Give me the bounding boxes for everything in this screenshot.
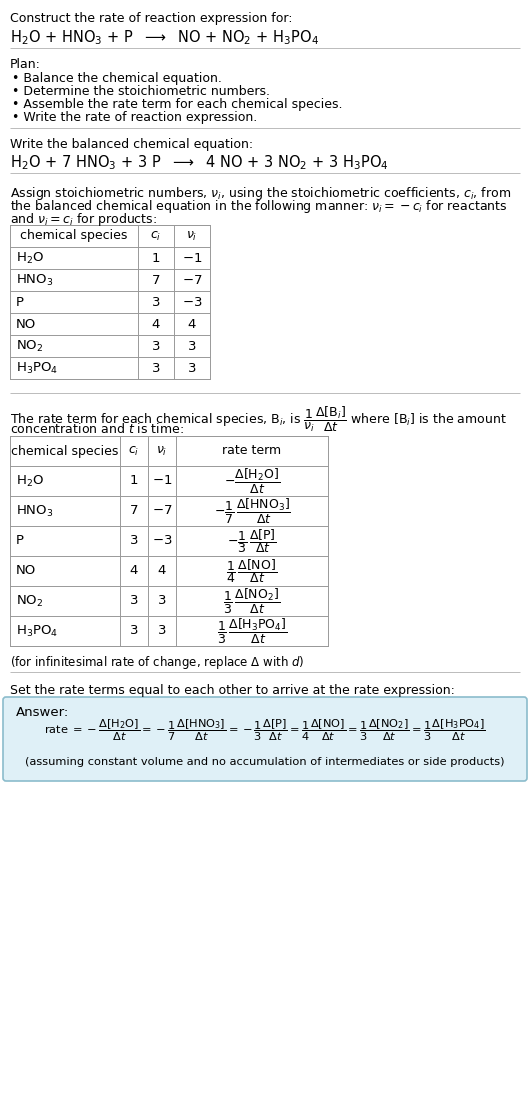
Text: $-7$: $-7$ [182,274,202,287]
Text: chemical species: chemical species [20,229,128,242]
Text: NO$_2$: NO$_2$ [16,338,43,354]
Text: $\dfrac{1}{3}\,\dfrac{\Delta[\mathrm{H_3PO_4}]}{\Delta t}$: $\dfrac{1}{3}\,\dfrac{\Delta[\mathrm{H_3… [217,616,287,645]
Text: 7: 7 [130,505,138,517]
Text: Set the rate terms equal to each other to arrive at the rate expression:: Set the rate terms equal to each other t… [10,684,455,697]
Text: $-\dfrac{1}{3}\,\dfrac{\Delta[\mathrm{P}]}{\Delta t}$: $-\dfrac{1}{3}\,\dfrac{\Delta[\mathrm{P}… [227,527,277,555]
Text: the balanced chemical equation in the following manner: $\nu_i = -c_i$ for react: the balanced chemical equation in the fo… [10,198,508,215]
Text: NO: NO [16,318,36,330]
Text: • Balance the chemical equation.: • Balance the chemical equation. [12,72,222,85]
Text: $-\dfrac{\Delta[\mathrm{H_2O}]}{\Delta t}$: $-\dfrac{\Delta[\mathrm{H_2O}]}{\Delta t… [224,467,280,496]
Text: 4: 4 [130,565,138,577]
Text: $c_i$: $c_i$ [151,229,162,242]
Text: P: P [16,535,24,547]
Text: and $\nu_i = c_i$ for products:: and $\nu_i = c_i$ for products: [10,211,157,228]
Text: 1: 1 [152,251,160,265]
Text: 3: 3 [158,595,166,607]
Text: • Write the rate of reaction expression.: • Write the rate of reaction expression. [12,111,257,125]
Text: H$_2$O: H$_2$O [16,474,44,488]
Text: 4: 4 [188,318,196,330]
Text: 4: 4 [152,318,160,330]
Text: 3: 3 [130,625,138,637]
Text: Plan:: Plan: [10,58,41,71]
Text: 3: 3 [158,625,166,637]
Text: rate term: rate term [223,445,281,457]
Text: NO$_2$: NO$_2$ [16,594,43,608]
Text: • Assemble the rate term for each chemical species.: • Assemble the rate term for each chemic… [12,98,342,111]
Text: Write the balanced chemical equation:: Write the balanced chemical equation: [10,138,253,151]
Text: 7: 7 [152,274,160,287]
Text: (assuming constant volume and no accumulation of intermediates or side products): (assuming constant volume and no accumul… [25,757,505,767]
Text: 3: 3 [188,361,196,375]
Text: 3: 3 [188,339,196,353]
Text: (for infinitesimal rate of change, replace Δ with $d$): (for infinitesimal rate of change, repla… [10,654,304,671]
Text: 3: 3 [152,339,160,353]
Text: 1: 1 [130,475,138,487]
Text: The rate term for each chemical species, B$_i$, is $\dfrac{1}{\nu_i}\dfrac{\Delt: The rate term for each chemical species,… [10,405,507,434]
Bar [10,436,328,646]
Text: $-3$: $-3$ [182,296,202,308]
Text: H$_3$PO$_4$: H$_3$PO$_4$ [16,624,58,638]
Text: concentration and $t$ is time:: concentration and $t$ is time: [10,421,184,436]
Text: 3: 3 [152,296,160,308]
Text: H$_2$O + 7 HNO$_3$ + 3 P  $\longrightarrow$  4 NO + 3 NO$_2$ + 3 H$_3$PO$_4$: H$_2$O + 7 HNO$_3$ + 3 P $\longrightarro… [10,153,389,171]
Text: 4: 4 [158,565,166,577]
Text: Assign stoichiometric numbers, $\nu_i$, using the stoichiometric coefficients, $: Assign stoichiometric numbers, $\nu_i$, … [10,185,511,202]
Text: $\dfrac{1}{3}\,\dfrac{\Delta[\mathrm{NO_2}]}{\Delta t}$: $\dfrac{1}{3}\,\dfrac{\Delta[\mathrm{NO_… [224,586,280,616]
FancyBboxPatch shape [3,697,527,781]
Text: NO: NO [16,565,36,577]
Text: HNO$_3$: HNO$_3$ [16,504,54,518]
Text: $-3$: $-3$ [152,535,172,547]
Text: $-7$: $-7$ [152,505,172,517]
Text: P: P [16,296,24,308]
Text: H$_2$O + HNO$_3$ + P  $\longrightarrow$  NO + NO$_2$ + H$_3$PO$_4$: H$_2$O + HNO$_3$ + P $\longrightarrow$ N… [10,28,319,47]
Text: $-1$: $-1$ [182,251,202,265]
Text: 3: 3 [130,535,138,547]
Text: HNO$_3$: HNO$_3$ [16,272,54,288]
Text: 3: 3 [130,595,138,607]
Bar [10,225,210,379]
Text: $\nu_i$: $\nu_i$ [187,229,198,242]
Text: H$_2$O: H$_2$O [16,250,44,266]
Text: $c_i$: $c_i$ [128,445,139,457]
Text: Construct the rate of reaction expression for:: Construct the rate of reaction expressio… [10,12,293,24]
Text: 3: 3 [152,361,160,375]
Text: • Determine the stoichiometric numbers.: • Determine the stoichiometric numbers. [12,85,270,98]
Text: $\dfrac{1}{4}\,\dfrac{\Delta[\mathrm{NO}]}{\Delta t}$: $\dfrac{1}{4}\,\dfrac{\Delta[\mathrm{NO}… [226,557,278,585]
Text: Answer:: Answer: [16,706,69,719]
Text: $\nu_i$: $\nu_i$ [156,445,167,457]
Text: rate $= -\dfrac{\Delta[\mathrm{H_2O}]}{\Delta t} = -\dfrac{1}{7}\dfrac{\Delta[\m: rate $= -\dfrac{\Delta[\mathrm{H_2O}]}{\… [44,717,486,743]
Text: $-\dfrac{1}{7}\,\dfrac{\Delta[\mathrm{HNO_3}]}{\Delta t}$: $-\dfrac{1}{7}\,\dfrac{\Delta[\mathrm{HN… [214,496,290,526]
Text: $-1$: $-1$ [152,475,172,487]
Text: chemical species: chemical species [11,445,119,457]
Text: H$_3$PO$_4$: H$_3$PO$_4$ [16,360,58,376]
